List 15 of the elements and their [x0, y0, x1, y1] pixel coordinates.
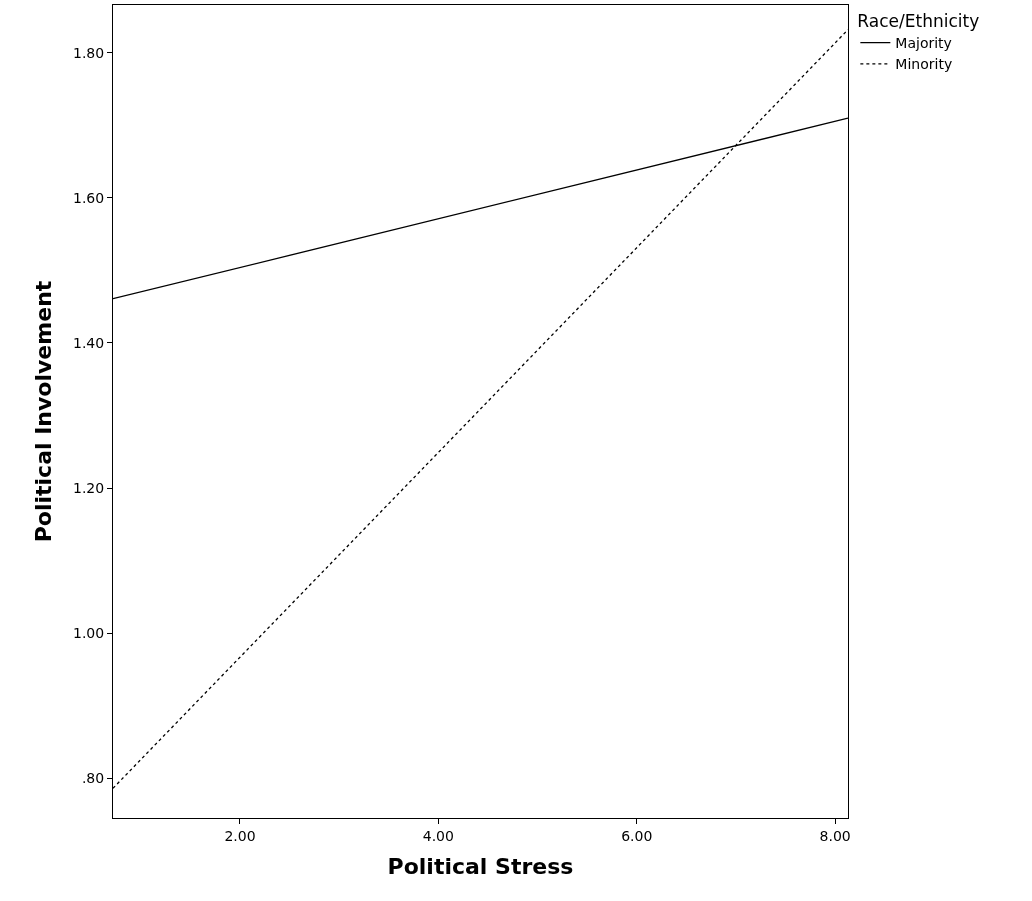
- x-tick-label: 6.00: [621, 827, 653, 844]
- legend-label: Majority: [895, 35, 952, 52]
- legend-label: Minority: [895, 56, 953, 73]
- y-tick-label: 1.20: [73, 479, 105, 496]
- y-tick-label: 1.80: [73, 44, 105, 61]
- x-tick-label: 8.00: [819, 827, 851, 844]
- x-tick-label: 4.00: [422, 827, 454, 844]
- legend-title: Race/Ethnicity: [857, 11, 980, 32]
- y-tick-label: 1.00: [73, 624, 105, 641]
- x-tick-label: 2.00: [224, 827, 256, 844]
- y-tick-label: .80: [81, 770, 105, 787]
- y-axis-title: Political Involvement: [30, 280, 56, 543]
- y-tick-label: 1.40: [73, 334, 105, 351]
- y-tick-label: 1.60: [73, 189, 105, 206]
- x-axis-title: Political Stress: [387, 853, 574, 879]
